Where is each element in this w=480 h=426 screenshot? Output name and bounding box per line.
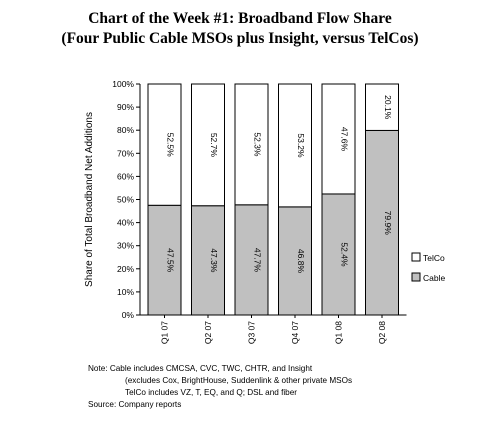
bar-cable-1 <box>191 205 225 316</box>
x-tick-label: Q3 07 <box>247 321 257 344</box>
data-label-cable-5: 79.9% <box>383 211 393 236</box>
data-label-cable-0: 47.5% <box>166 248 176 273</box>
data-label-cable-4: 52.4% <box>340 242 350 267</box>
y-tick-label: 0% <box>122 310 135 320</box>
note-line-3: TelCo includes VZ, T, EQ, and Q; DSL and… <box>125 388 298 397</box>
y-tick-label: 10% <box>117 287 134 297</box>
y-tick-label: 80% <box>117 125 134 135</box>
x-tick-label: Q2 08 <box>377 321 387 344</box>
x-tick-label: Q1 08 <box>334 321 344 344</box>
y-tick-label: 50% <box>117 195 134 205</box>
bar-telco-1 <box>191 83 225 207</box>
bar-cable-5 <box>365 129 399 316</box>
legend-label-telco: TelCo <box>423 253 445 263</box>
note-line-1: Note: Cable includes CMCSA, CVC, TWC, CH… <box>88 364 313 373</box>
legend-label-cable: Cable <box>423 273 445 283</box>
legend-swatch-telco <box>411 252 421 262</box>
data-label-telco-2: 52.3% <box>253 132 263 157</box>
y-tick-label: 40% <box>117 218 134 228</box>
y-tick-label: 90% <box>117 102 134 112</box>
bar-telco-5 <box>365 83 399 131</box>
data-label-telco-0: 52.5% <box>166 133 176 158</box>
data-label-telco-4: 47.6% <box>340 127 350 152</box>
data-label-cable-2: 47.7% <box>253 248 263 273</box>
y-tick-label: 60% <box>117 171 134 181</box>
data-label-telco-5: 20.1% <box>383 95 393 120</box>
bar-telco-2 <box>234 83 269 206</box>
x-tick-label: Q4 07 <box>290 321 300 344</box>
data-label-telco-3: 53.2% <box>296 133 306 158</box>
chart-notes: Note: Cable includes CMCSA, CVC, TWC, CH… <box>88 363 352 411</box>
note-line-2: (excludes Cox, BrightHouse, Suddenlink &… <box>125 376 353 385</box>
y-tick-label: 20% <box>117 264 134 274</box>
y-axis-title: Share of Total Broadband Net Additions <box>84 112 95 287</box>
data-label-cable-3: 46.8% <box>296 249 306 274</box>
chart-title-line1: Chart of the Week #1: Broadband Flow Sha… <box>88 10 392 27</box>
y-tick-label: 70% <box>117 148 134 158</box>
x-tick-label: Q1 07 <box>160 321 170 344</box>
bar-telco-3 <box>278 83 312 208</box>
bar-telco-4 <box>321 83 356 195</box>
chart-title-line2: (Four Public Cable MSOs plus Insight, ve… <box>61 30 419 47</box>
x-tick-label: Q2 07 <box>203 321 213 344</box>
legend-swatch-cable <box>411 272 421 282</box>
data-label-cable-1: 47.3% <box>209 248 219 273</box>
data-label-telco-1: 52.7% <box>209 133 219 158</box>
bar-telco-0 <box>147 83 182 206</box>
y-tick-label: 100% <box>112 79 134 89</box>
source-line: Source: Company reports <box>88 400 182 409</box>
y-tick-label: 30% <box>117 241 134 251</box>
bar-cable-4 <box>321 193 356 316</box>
